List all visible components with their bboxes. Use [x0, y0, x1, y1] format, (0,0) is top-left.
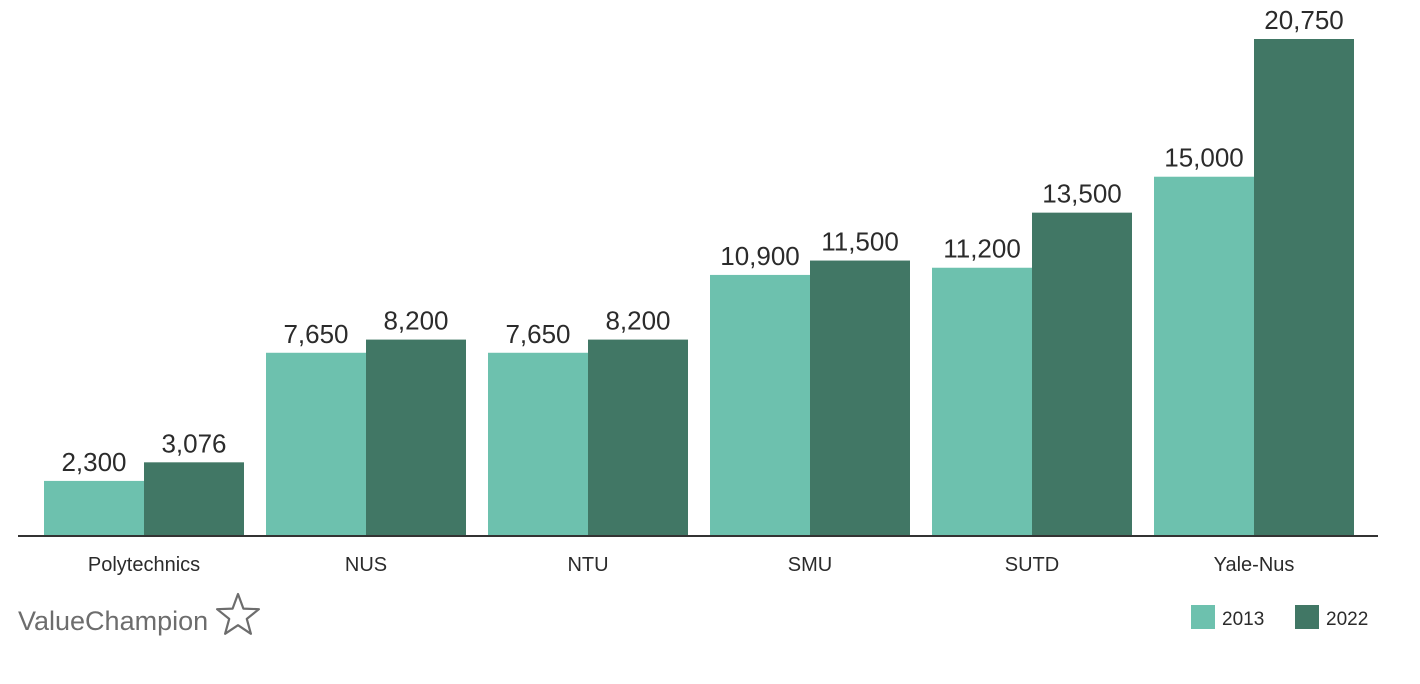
legend-item-2013: 2013: [1191, 605, 1264, 630]
bars-group: [44, 39, 1354, 536]
bar-ntu-2022: [588, 339, 688, 536]
bar-yale-nus-2013: [1154, 176, 1254, 536]
legend: 2013 2022: [1191, 605, 1368, 630]
value-label-smu-2022: 11,500: [821, 227, 899, 257]
brand-logo: ValueChampion: [18, 592, 260, 636]
category-label-nus: NUS: [345, 554, 387, 576]
bar-nus-2022: [366, 339, 466, 536]
bar-sutd-2013: [932, 267, 1032, 536]
bar-sutd-2022: [1032, 212, 1132, 536]
value-label-yale-nus-2013: 15,000: [1164, 143, 1244, 173]
bar-polytechnics-2022: [144, 462, 244, 536]
value-labels-group: 2,300 3,076 7,650 8,200 7,650 8,200 10,900 11,5…: [61, 5, 1343, 477]
brand-name: ValueChampion: [18, 606, 208, 636]
bar-polytechnics-2013: [44, 480, 144, 536]
value-label-nus-2022: 8,200: [383, 306, 448, 336]
value-label-nus-2013: 7,650: [283, 319, 348, 349]
legend-swatch-2013: [1191, 605, 1215, 629]
legend-label-2013: 2013: [1222, 609, 1264, 630]
value-label-polytechnics-2022: 3,076: [161, 428, 226, 458]
legend-swatch-2022: [1295, 605, 1319, 629]
bar-ntu-2013: [488, 352, 588, 536]
legend-item-2022: 2022: [1295, 605, 1368, 630]
category-labels-group: Polytechnics NUS NTU SMU SUTD Yale-Nus: [88, 554, 1295, 576]
value-label-sutd-2022: 13,500: [1042, 179, 1122, 209]
category-label-sutd: SUTD: [1005, 554, 1059, 576]
category-label-yale-nus: Yale-Nus: [1214, 554, 1295, 576]
bar-yale-nus-2022: [1254, 39, 1354, 536]
value-label-polytechnics-2013: 2,300: [61, 447, 126, 477]
value-label-ntu-2013: 7,650: [505, 319, 570, 349]
star-outline-icon: [216, 592, 260, 635]
value-label-sutd-2013: 11,200: [943, 234, 1021, 264]
bar-smu-2013: [710, 274, 810, 536]
bar-nus-2013: [266, 352, 366, 536]
value-label-yale-nus-2022: 20,750: [1264, 5, 1344, 35]
category-label-smu: SMU: [788, 554, 832, 576]
legend-label-2022: 2022: [1326, 609, 1368, 630]
category-label-polytechnics: Polytechnics: [88, 554, 200, 576]
value-label-ntu-2022: 8,200: [605, 306, 670, 336]
bar-smu-2022: [810, 260, 910, 536]
category-label-ntu: NTU: [567, 554, 608, 576]
value-label-smu-2013: 10,900: [720, 241, 800, 271]
